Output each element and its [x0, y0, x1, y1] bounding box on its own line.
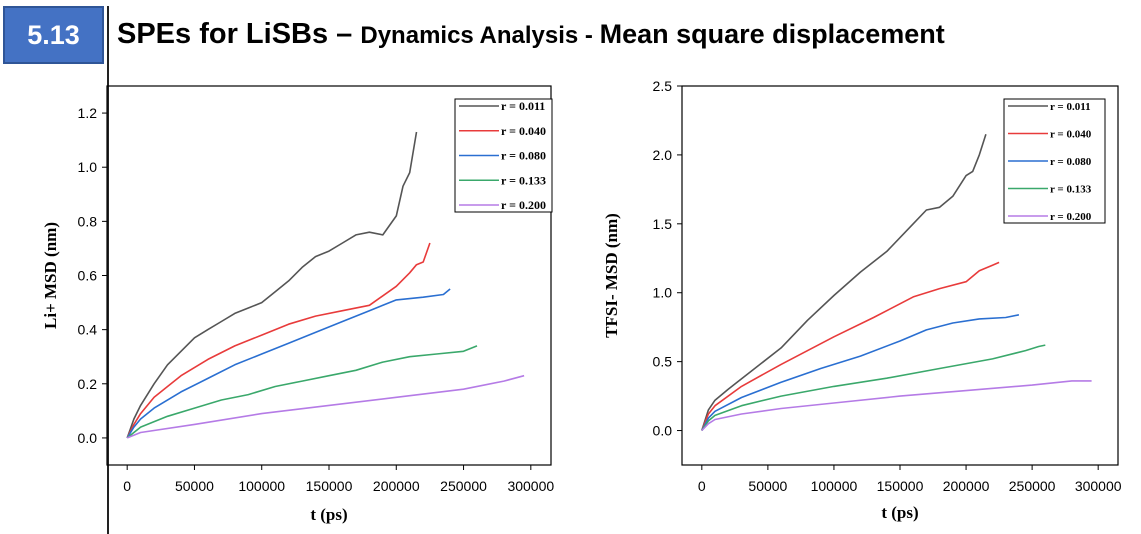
y-tick-label: 2.5	[653, 78, 673, 94]
y-tick-label: 1.5	[653, 216, 673, 232]
legend-label-2: r = 0.040	[501, 124, 546, 138]
legend-label-5: r = 0.200	[501, 198, 546, 212]
x-tick-label: 0	[123, 478, 131, 494]
slide-title-sub: Dynamics Analysis -	[360, 22, 600, 49]
series-line-5	[126, 374, 525, 439]
slide-number-badge: 5.13	[3, 6, 104, 64]
x-tick-label: 250000	[440, 478, 487, 494]
series-line-4	[126, 345, 478, 439]
series-line-2	[126, 242, 431, 439]
legend-label-5: r = 0.200	[1050, 211, 1092, 223]
y-tick-label: 1.0	[653, 285, 673, 301]
series-line-3	[701, 314, 1020, 431]
y-tick-label: 1.2	[78, 105, 98, 121]
x-tick-label: 250000	[1009, 478, 1056, 494]
y-tick-label: 0.0	[78, 430, 98, 446]
x-tick-label: 50000	[748, 478, 787, 494]
legend-label-3: r = 0.080	[501, 149, 546, 163]
legend-label-4: r = 0.133	[501, 173, 546, 187]
y-tick-label: 0.4	[78, 322, 98, 338]
title-divider	[107, 6, 109, 534]
slide-title-dash: –	[328, 18, 361, 50]
legend-label-2: r = 0.040	[1050, 129, 1092, 141]
x-tick-label: 150000	[877, 478, 924, 494]
x-tick-label: 100000	[238, 478, 285, 494]
x-tick-label: 50000	[175, 478, 214, 494]
series-line-5	[701, 380, 1092, 432]
slide-title: SPEs for LiSBs – Dynamics Analysis - Mea…	[117, 18, 945, 51]
series-line-3	[126, 288, 451, 439]
series-line-4	[701, 344, 1046, 431]
li-msd-chart: 0 50000 100000 150000 200000 250000 300000 0.0 0…	[41, 85, 554, 524]
x-tick-label: 300000	[507, 478, 554, 494]
y-tick-label: 0.8	[78, 213, 98, 229]
x-axis-label: t (ps)	[881, 503, 918, 522]
slide-title-main: SPEs for LiSBs	[117, 18, 329, 50]
y-tick-label: 0.2	[78, 376, 98, 392]
x-tick-label: 300000	[1075, 478, 1122, 494]
x-tick-label: 200000	[373, 478, 420, 494]
legend-label-1: r = 0.011	[1050, 101, 1091, 113]
y-axis-label: TFSI- MSD (nm)	[602, 213, 621, 338]
y-tick-label: 0.6	[78, 268, 98, 284]
legend-box	[454, 98, 553, 213]
y-tick-label: 0.0	[653, 423, 673, 439]
y-tick-label: 0.5	[653, 354, 673, 370]
x-tick-label: 200000	[943, 478, 990, 494]
x-axis-label: t (ps)	[310, 505, 347, 524]
series-line-1	[126, 131, 418, 439]
legend-label-1: r = 0.011	[501, 99, 545, 113]
x-tick-label: 0	[698, 478, 706, 494]
slide-title-topic: Mean square displacement	[599, 19, 945, 49]
y-tick-label: 1.0	[78, 159, 98, 175]
x-tick-label: 150000	[306, 478, 353, 494]
legend-label-4: r = 0.133	[1050, 184, 1092, 196]
y-axis-label: Li+ MSD (nm)	[41, 222, 60, 329]
x-tick-label: 100000	[811, 478, 858, 494]
y-tick-label: 2.0	[653, 147, 673, 163]
series-line-2	[701, 261, 1000, 431]
tfsi-msd-chart: 0 50000 100000 150000 200000 250000 300000 0.0 0…	[602, 78, 1122, 522]
series-line-1	[701, 133, 987, 431]
legend-label-3: r = 0.080	[1050, 156, 1092, 168]
